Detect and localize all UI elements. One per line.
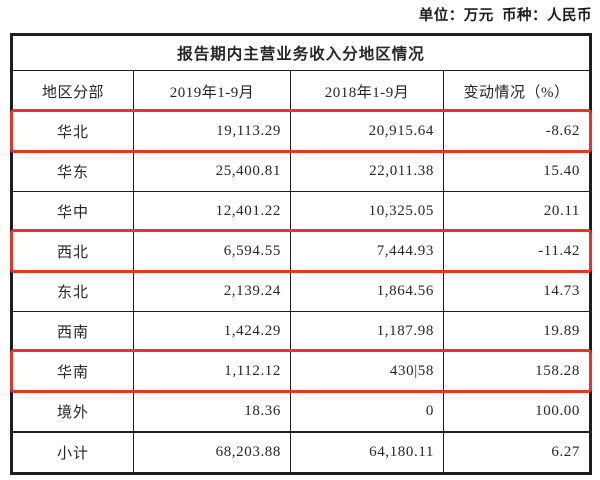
region-cell: 华中 xyxy=(12,191,134,232)
value-2018-cell: 7,444.93 xyxy=(290,231,444,272)
change-cell: 14.73 xyxy=(443,271,590,312)
change-cell: 20.11 xyxy=(443,191,590,232)
value-2018-cell: 22,011.38 xyxy=(290,151,444,192)
table-row: 境外 18.36 0 100.00 xyxy=(12,391,590,433)
table-row: 华北 19,113.29 20,915.64 -8.62 xyxy=(12,111,590,152)
value-2018-cell: 1,864.56 xyxy=(290,271,444,312)
value-2018-cell: 1,187.98 xyxy=(290,311,444,352)
table-row: 华中 12,401.22 10,325.05 20.11 xyxy=(12,191,590,232)
change-cell: 15.40 xyxy=(443,151,590,192)
value-2019-cell: 18.36 xyxy=(133,391,291,433)
value-2019-cell: 6,594.55 xyxy=(133,231,291,272)
value-2019-cell: 25,400.81 xyxy=(133,151,291,192)
change-cell: 100.00 xyxy=(443,391,590,433)
table-row: 华东 25,400.81 22,011.38 15.40 xyxy=(12,151,590,192)
table-row-subtotal: 小计 68,203.88 64,180.11 6.27 xyxy=(12,431,590,473)
region-cell: 西北 xyxy=(12,231,134,272)
region-cell: 境外 xyxy=(12,391,134,433)
unit-currency-label: 单位：万元 币种：人民币 xyxy=(418,8,592,24)
table-title-row: 报告期内主营业务收入分地区情况 xyxy=(12,35,590,71)
value-2018-cell: 64,180.11 xyxy=(290,431,444,473)
column-header-2019: 2019年1-9月 xyxy=(133,70,291,112)
data-table: 报告期内主营业务收入分地区情况 地区分部 2019年1-9月 2018年1-9月… xyxy=(12,35,590,473)
value-2018-cell: 10,325.05 xyxy=(290,191,444,232)
change-cell: 19.89 xyxy=(443,311,590,352)
column-header-region: 地区分部 xyxy=(12,70,134,112)
value-2019-cell: 19,113.29 xyxy=(133,111,291,152)
change-cell: -11.42 xyxy=(443,231,590,272)
value-2018-cell: 20,915.64 xyxy=(290,111,444,152)
region-cell: 西南 xyxy=(12,311,134,352)
table-title: 报告期内主营业务收入分地区情况 xyxy=(12,35,590,71)
table-header-row: 地区分部 2019年1-9月 2018年1-9月 变动情况（%） xyxy=(12,70,590,112)
value-2018-cell: 0 xyxy=(290,391,444,433)
region-cell: 小计 xyxy=(12,431,134,473)
value-2018-cell: 430|58 xyxy=(290,351,444,392)
region-cell: 东北 xyxy=(12,271,134,312)
value-2019-cell: 2,139.24 xyxy=(133,271,291,312)
value-2019-cell: 12,401.22 xyxy=(133,191,291,232)
value-2019-cell: 68,203.88 xyxy=(133,431,291,473)
region-cell: 华北 xyxy=(12,111,134,152)
column-header-2018: 2018年1-9月 xyxy=(290,70,444,112)
table-row: 西南 1,424.29 1,187.98 19.89 xyxy=(12,311,590,352)
table-row: 东北 2,139.24 1,864.56 14.73 xyxy=(12,271,590,312)
change-cell: 6.27 xyxy=(443,431,590,473)
table-row: 西北 6,594.55 7,444.93 -11.42 xyxy=(12,231,590,272)
change-cell: -8.62 xyxy=(443,111,590,152)
value-2019-cell: 1,112.12 xyxy=(133,351,291,392)
revenue-by-region-table: 报告期内主营业务收入分地区情况 地区分部 2019年1-9月 2018年1-9月… xyxy=(10,33,592,475)
column-header-change: 变动情况（%） xyxy=(443,70,590,112)
region-cell: 华南 xyxy=(12,351,134,392)
change-cell: 158.28 xyxy=(443,351,590,392)
region-cell: 华东 xyxy=(12,151,134,192)
value-2019-cell: 1,424.29 xyxy=(133,311,291,352)
table-row: 华南 1,112.12 430|58 158.28 xyxy=(12,351,590,392)
